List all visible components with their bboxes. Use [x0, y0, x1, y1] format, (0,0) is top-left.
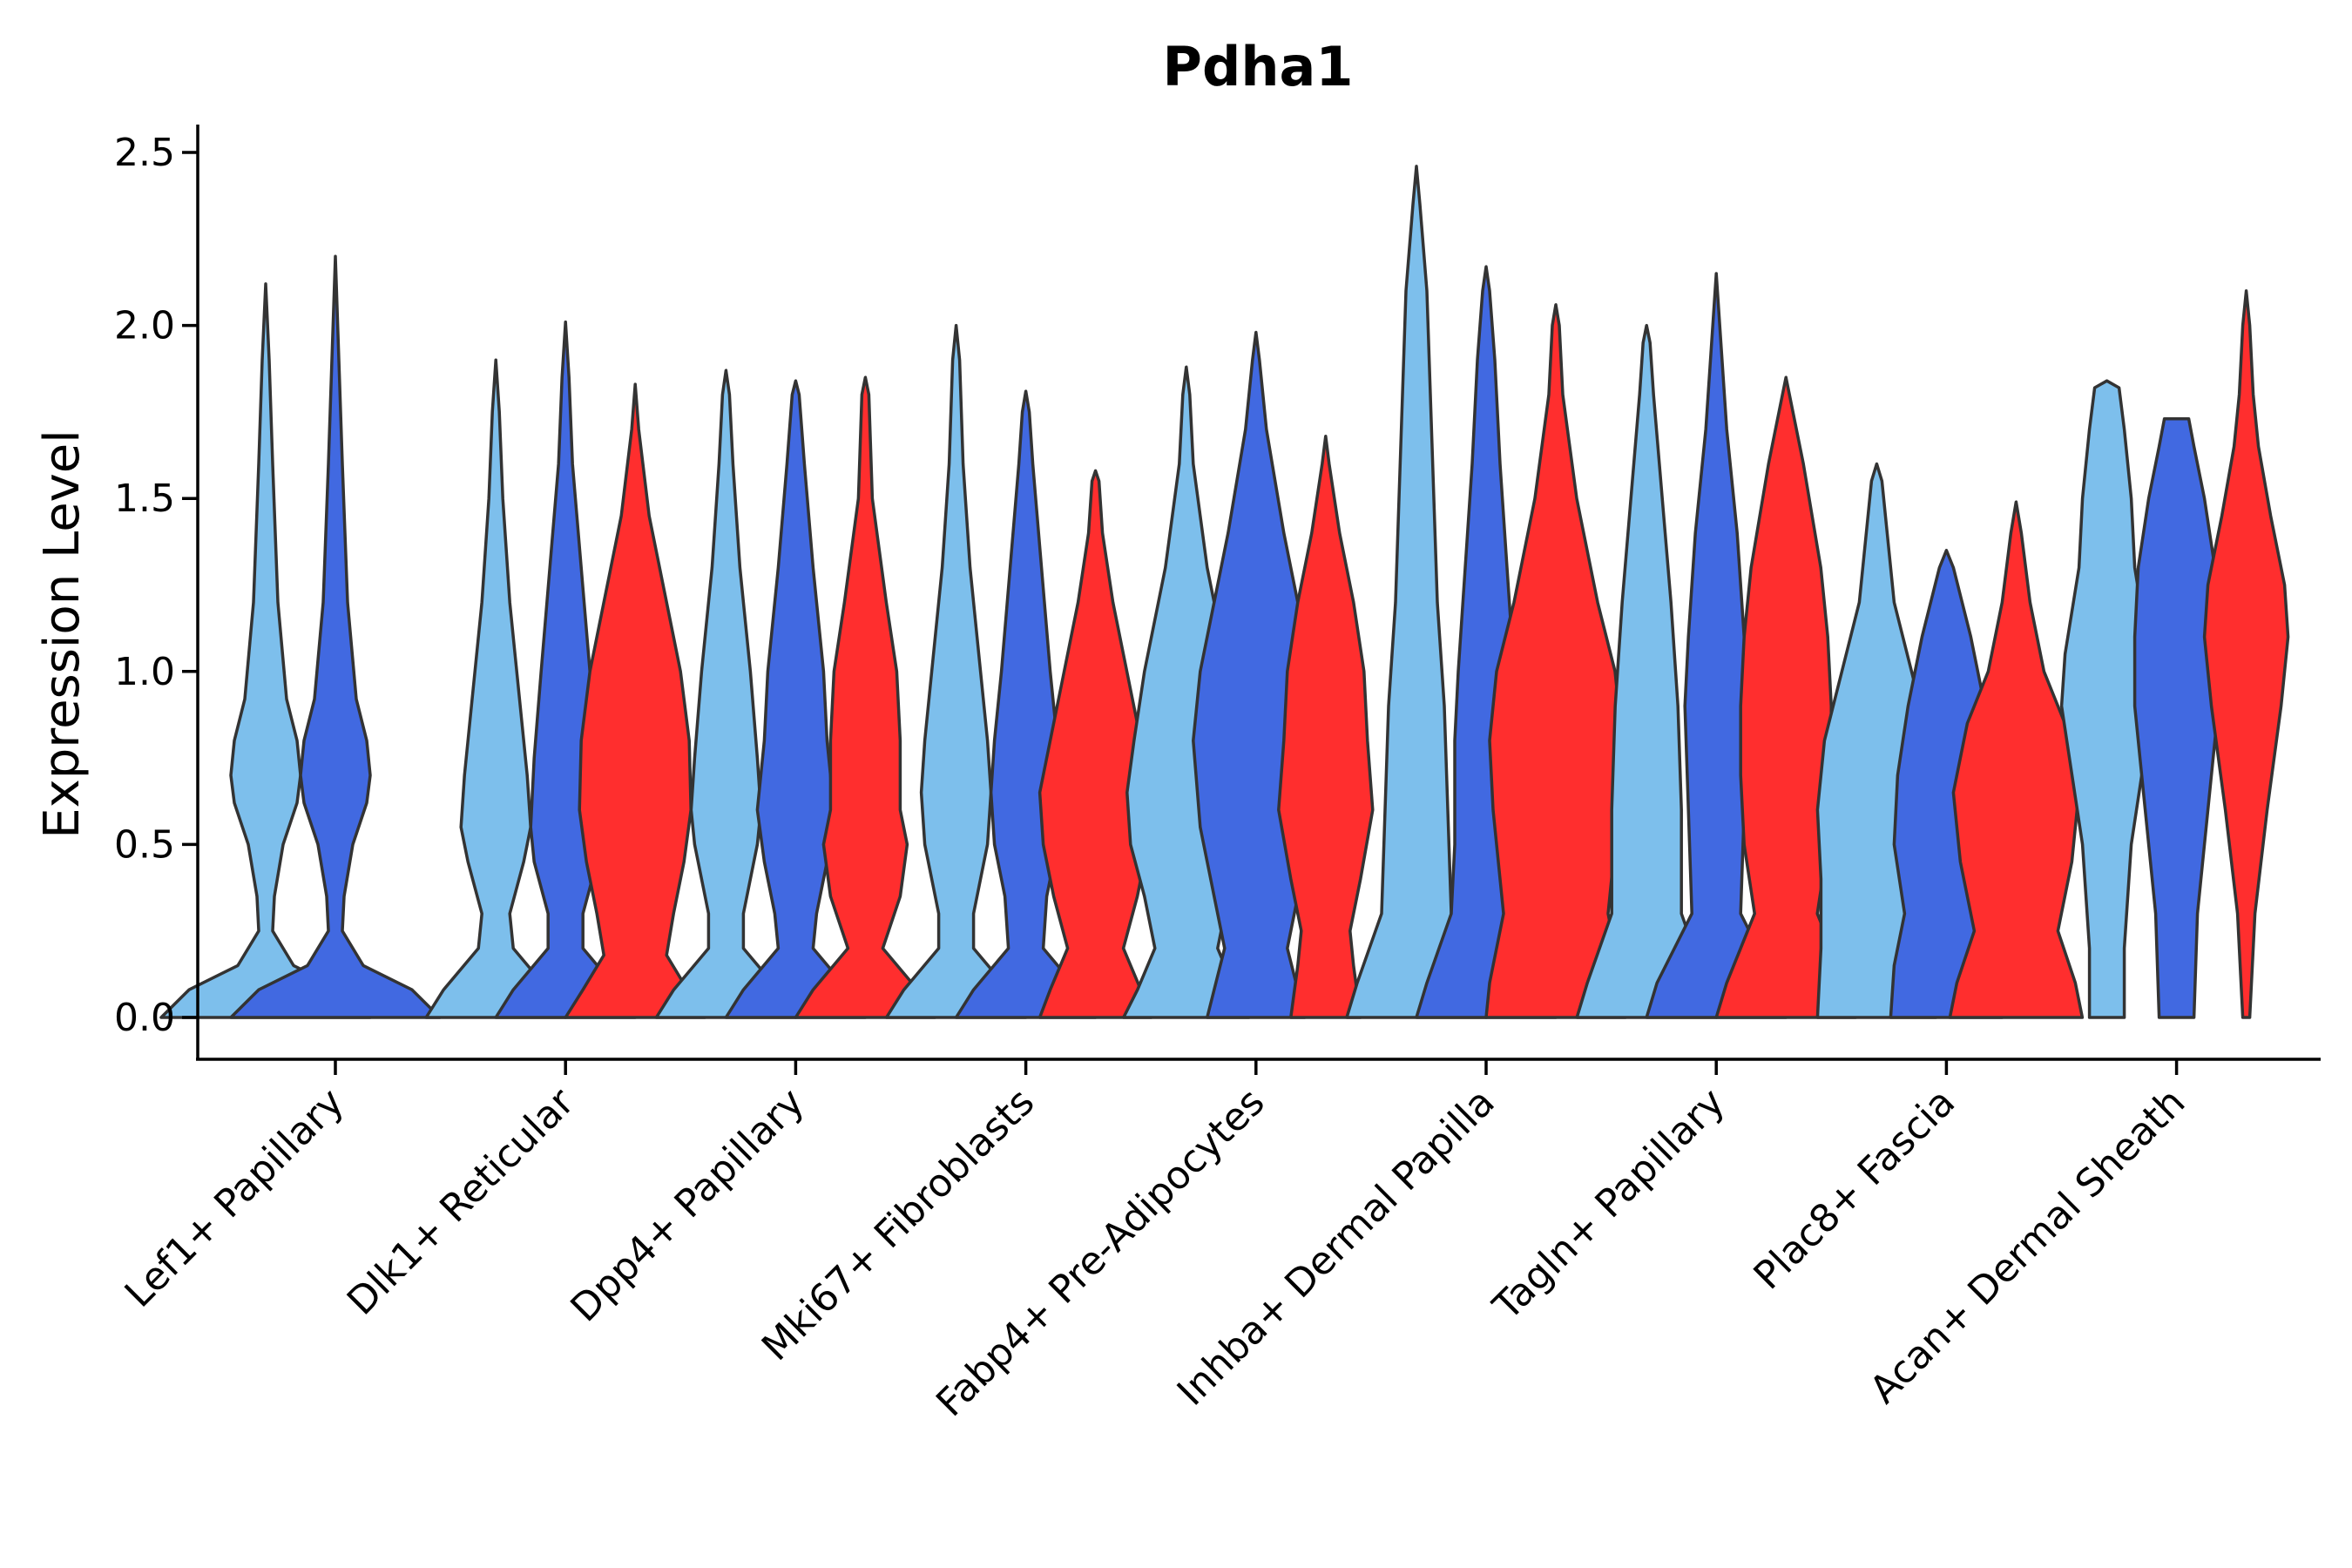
- violin-group-c: [1484, 303, 1627, 1019]
- y-tick-label: 0.5: [114, 822, 175, 867]
- x-tick-label: Dpp4+ Papillary: [563, 1080, 814, 1331]
- violin-group-c: [2202, 289, 2290, 1019]
- violin-group-a: [654, 368, 798, 1019]
- y-tick-label: 1.5: [114, 476, 175, 521]
- violin-group-b: [2132, 417, 2220, 1019]
- y-tick-label: 2.5: [114, 131, 175, 175]
- y-tick-label: 2.0: [114, 304, 175, 348]
- x-tick-label: Lef1+ Papillary: [117, 1080, 353, 1316]
- x-tick-label: Dlk1+ Reticular: [339, 1079, 584, 1324]
- y-axis-label: Expression Level: [34, 429, 91, 839]
- violin-group-a: [1575, 323, 1718, 1019]
- chart-title: Pdha1: [1163, 35, 1354, 98]
- violin-group-b: [229, 254, 442, 1019]
- violin-group-c: [1948, 500, 2085, 1019]
- y-ticks: 0.0 0.5 1.0 1.5 2.0 2.5: [114, 131, 198, 1040]
- violin-group-a: [159, 282, 372, 1019]
- violin-group-c: [564, 382, 706, 1019]
- violin-group-a: [1345, 165, 1488, 1019]
- y-tick-label: 0.0: [114, 996, 175, 1040]
- violin-group-a: [884, 323, 1028, 1019]
- violin-group-b: [724, 379, 868, 1019]
- violin-group-c: [1277, 434, 1375, 1019]
- violin-group-a: [424, 358, 567, 1019]
- x-tick-label: Tagln+ Papillary: [1484, 1080, 1734, 1329]
- x-tick-label: Plac8+ Fascia: [1746, 1080, 1964, 1299]
- y-tick-label: 1.0: [114, 650, 175, 694]
- violin-layer: [159, 165, 2290, 1019]
- violin-group-c: [794, 375, 937, 1019]
